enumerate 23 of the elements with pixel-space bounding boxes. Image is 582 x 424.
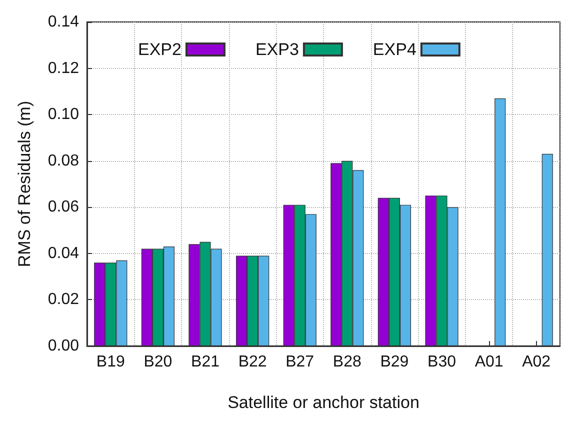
x-tick-label: A01 (474, 354, 504, 370)
x-tick-label: B28 (332, 354, 362, 370)
x-tick-label: A02 (522, 354, 551, 370)
legend-label: EXP2 (138, 40, 182, 59)
x-tick-label: B27 (286, 354, 314, 370)
x-tick-label: B29 (380, 354, 409, 370)
x-tick-label: B21 (191, 354, 220, 370)
legend-label: EXP3 (255, 40, 299, 59)
y-tick-label: 0.00 (48, 338, 80, 354)
y-tick-label: 0.08 (48, 152, 80, 170)
y-tick-label: 0.10 (48, 106, 80, 124)
x-tick-label: B22 (238, 354, 267, 370)
y-tick-label: 0.06 (48, 198, 80, 216)
x-tick-label: B30 (428, 354, 456, 370)
y-axis-title: RMS of Residuals (m) (15, 100, 34, 268)
x-tick-label: B19 (96, 354, 125, 370)
x-tick-label: B20 (144, 354, 172, 370)
legend-label: EXP4 (372, 40, 416, 59)
y-tick-label: 0.04 (48, 244, 80, 262)
y-tick-label: 0.12 (48, 60, 80, 77)
y-tick-label: 0.14 (48, 14, 80, 30)
x-axis-title: Satellite or anchor station (228, 393, 420, 412)
y-tick-label: 0.02 (48, 291, 80, 308)
